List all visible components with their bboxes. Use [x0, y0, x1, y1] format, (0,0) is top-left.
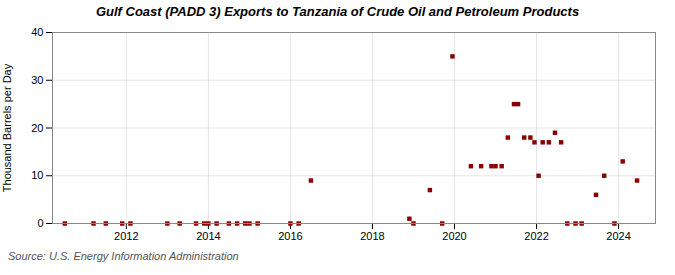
svg-text:20: 20 — [31, 122, 43, 134]
svg-text:2020: 2020 — [442, 230, 466, 242]
html-text:Source: U.S. Energy Informatio: Source: U.S. Energy Information Administ… — [8, 250, 239, 262]
html-text:Gulf Coast (PADD 3) Exports to: Gulf Coast (PADD 3) Exports to Tanzania … — [95, 4, 580, 19]
svg-text:2022: 2022 — [524, 230, 548, 242]
svg-text:2024: 2024 — [606, 230, 630, 242]
svg-text:10: 10 — [31, 169, 43, 181]
svg-text:40: 40 — [31, 26, 43, 38]
svg-text:0: 0 — [37, 217, 43, 229]
svg-text:Thousand Barrels per Day: Thousand Barrels per Day — [1, 63, 13, 192]
svg-text:2012: 2012 — [114, 230, 138, 242]
svg-text:2018: 2018 — [360, 230, 384, 242]
svg-text:2014: 2014 — [196, 230, 220, 242]
svg-text:2016: 2016 — [278, 230, 302, 242]
svg-text:30: 30 — [31, 74, 43, 86]
